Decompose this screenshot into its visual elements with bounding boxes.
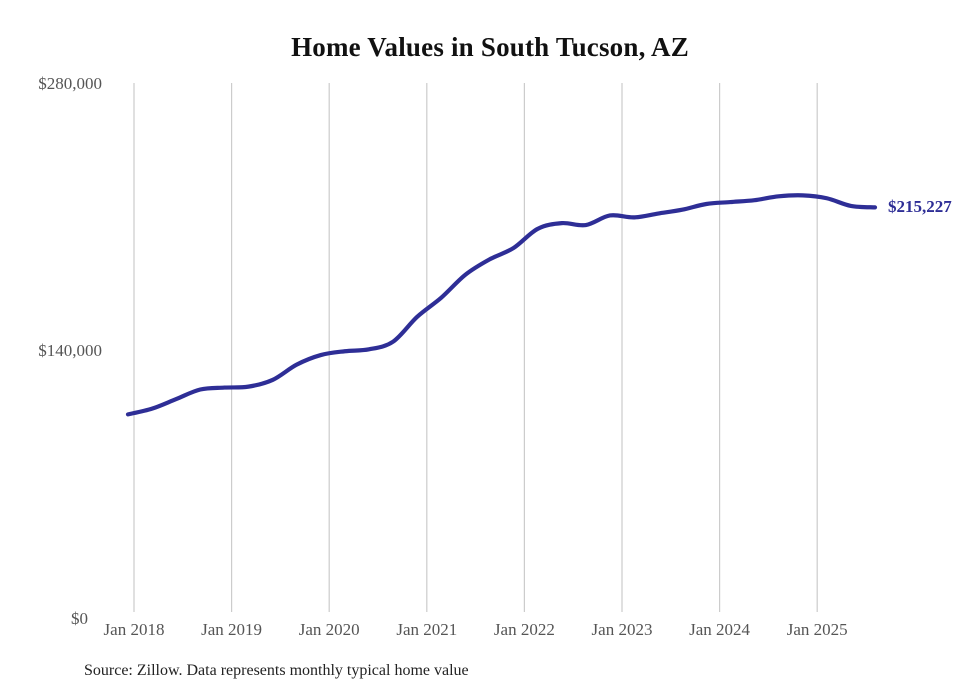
xtick-label-jan-2018: Jan 2018	[103, 620, 165, 639]
ytick-label-280000: $280,000	[38, 74, 102, 93]
xtick-label-jan-2025: Jan 2025	[786, 620, 848, 639]
xtick-label-jan-2021: Jan 2021	[396, 620, 458, 639]
xtick-label-jan-2022: Jan 2022	[493, 620, 555, 639]
end-value-annotation: $215,227	[888, 197, 952, 217]
xtick-label-jan-2024: Jan 2024	[689, 620, 751, 639]
xtick-label-jan-2020: Jan 2020	[298, 620, 360, 639]
ytick-label-0: $0	[71, 609, 88, 628]
xtick-label-jan-2023: Jan 2023	[591, 620, 653, 639]
chart-title: Home Values in South Tucson, AZ	[291, 32, 689, 62]
home-value-line	[125, 193, 878, 417]
source-note: Source: Zillow. Data represents monthly …	[84, 662, 469, 679]
gridlines	[133, 83, 818, 612]
ytick-label-140000: $140,000	[38, 341, 102, 360]
xtick-label-jan-2019: Jan 2019	[201, 620, 263, 639]
